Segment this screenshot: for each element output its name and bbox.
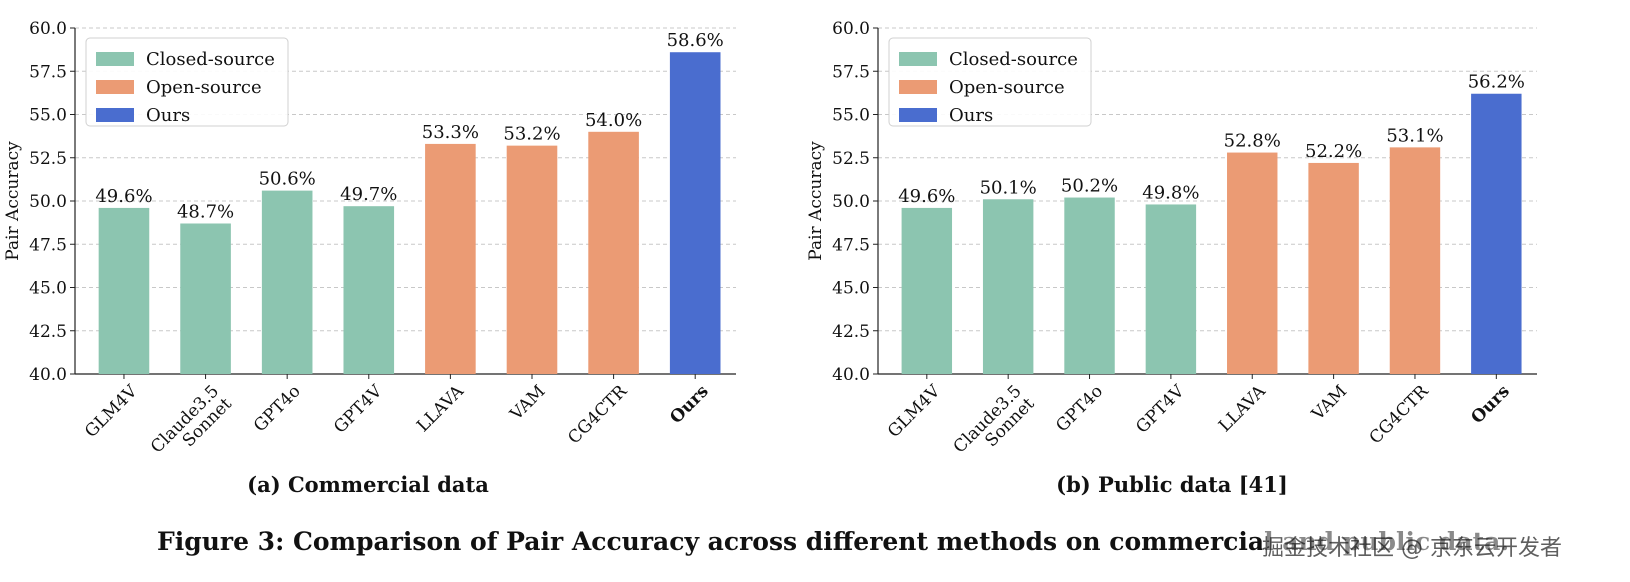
x-tick-label: GLM4V — [884, 381, 945, 442]
x-tick-label: CG4CTR — [1366, 381, 1434, 449]
y-tick-label: 60.0 — [832, 19, 870, 39]
legend-label: Ours — [146, 105, 190, 126]
legend-swatch-closed-source — [96, 52, 134, 66]
y-tick-label: 50.0 — [832, 192, 870, 212]
data-label: 52.2% — [1305, 141, 1362, 162]
bar-glm4v — [901, 207, 953, 374]
y-tick-label: 57.5 — [29, 62, 67, 82]
bar-vam — [1308, 162, 1359, 374]
x-tick-label: LLAVA — [1215, 381, 1270, 436]
bar-vam — [506, 145, 558, 374]
bar-claude3-5-sonnet — [982, 199, 1034, 374]
x-tick-label: Claude3.5Sonnet — [950, 381, 1039, 470]
legend: Closed-source Open-source Ours — [85, 37, 289, 127]
legend-swatch-closed-source — [899, 52, 937, 66]
bar-ours — [1471, 93, 1522, 375]
y-tick-label: 45.0 — [832, 279, 870, 299]
data-label: 49.6% — [898, 186, 955, 207]
y-tick-label: 55.0 — [832, 106, 870, 126]
legend-box — [85, 37, 289, 127]
legend-swatch-ours — [96, 108, 134, 122]
y-tick-label: 45.0 — [29, 279, 67, 299]
legend-swatch-open-source — [96, 80, 134, 94]
legend-label: Closed-source — [949, 49, 1078, 70]
y-tick-label: 57.5 — [832, 62, 870, 82]
y-tick-label: 52.5 — [29, 149, 67, 169]
y-tick-label: 42.5 — [832, 322, 870, 342]
y-tick-label: 40.0 — [832, 365, 870, 385]
bar-gpt4v — [343, 206, 395, 374]
legend: Closed-source Open-source Ours — [888, 37, 1092, 127]
x-tick-label: Claude3.5Sonnet — [147, 381, 236, 470]
bar-llava — [1227, 152, 1278, 374]
y-tick-label: 60.0 — [29, 19, 67, 39]
subplot-caption: (b) Public data [41] — [1056, 472, 1288, 497]
legend-swatch-ours — [899, 108, 937, 122]
y-axis-label: Pair Accuracy — [3, 141, 23, 261]
data-label: 53.1% — [1386, 125, 1443, 146]
y-tick-label: 50.0 — [29, 192, 67, 212]
y-tick-label: 40.0 — [29, 365, 67, 385]
bar-claude3-5-sonnet — [180, 223, 231, 374]
x-tick-label: Ours — [1467, 381, 1513, 427]
legend-label: Ours — [949, 105, 993, 126]
x-tick-label: GLM4V — [81, 381, 142, 442]
x-tick-label: VAM — [506, 381, 550, 425]
chart-panel-a: 40.0 42.5 45.0 47.5 50.0 52.5 55.0 57.5 60.0 Pair… — [3, 19, 736, 497]
legend-label: Open-source — [949, 77, 1065, 98]
x-tick-label: GPT4V — [330, 381, 387, 438]
data-label: 54.0% — [585, 110, 642, 131]
x-tick-label: LLAVA — [413, 381, 468, 436]
x-tick-label: Ours — [666, 381, 712, 427]
legend-box — [888, 37, 1092, 127]
y-axis-label: Pair Accuracy — [806, 141, 826, 261]
data-label: 58.6% — [667, 30, 724, 51]
x-tick-label: GPT4o — [250, 381, 305, 436]
data-label: 49.7% — [340, 184, 397, 205]
data-label: 50.1% — [980, 177, 1037, 198]
watermark: 掘金技术社区 @ 京东云开发者 — [1262, 530, 1562, 562]
data-label: 49.6% — [95, 186, 152, 207]
y-tick-label: 47.5 — [832, 235, 870, 255]
data-label: 56.2% — [1468, 72, 1525, 93]
legend-swatch-open-source — [899, 80, 937, 94]
bar-llava — [425, 143, 476, 374]
data-label: 53.2% — [503, 124, 560, 145]
data-label: 52.8% — [1224, 131, 1281, 152]
y-tick-label: 42.5 — [29, 322, 67, 342]
bar-gpt4o — [1064, 197, 1115, 374]
data-label: 50.2% — [1061, 176, 1118, 197]
x-tick-label: GPT4V — [1132, 381, 1189, 438]
bar-ours — [669, 52, 721, 374]
y-tick-label: 55.0 — [29, 106, 67, 126]
bar-cg4ctr — [588, 131, 639, 374]
bar-gpt4o — [261, 190, 313, 374]
bar-glm4v — [98, 207, 150, 374]
subplot-caption: (a) Commercial data — [247, 472, 489, 497]
legend-label: Closed-source — [146, 49, 275, 70]
legend-label: Open-source — [146, 77, 262, 98]
bar-cg4ctr — [1389, 147, 1441, 374]
data-label: 49.8% — [1142, 182, 1199, 203]
x-tick-label: CG4CTR — [564, 381, 632, 449]
x-tick-label: VAM — [1307, 381, 1351, 425]
data-label: 48.7% — [177, 201, 234, 222]
data-label: 50.6% — [259, 169, 316, 190]
y-tick-label: 52.5 — [832, 149, 870, 169]
y-tick-label: 47.5 — [29, 235, 67, 255]
chart-panel-b: 40.0 42.5 45.0 47.5 50.0 52.5 55.0 57.5 60.0 Pair… — [806, 19, 1537, 497]
data-label: 53.3% — [422, 122, 479, 143]
x-tick-label: GPT4o — [1052, 381, 1107, 436]
bar-gpt4v — [1145, 204, 1197, 374]
